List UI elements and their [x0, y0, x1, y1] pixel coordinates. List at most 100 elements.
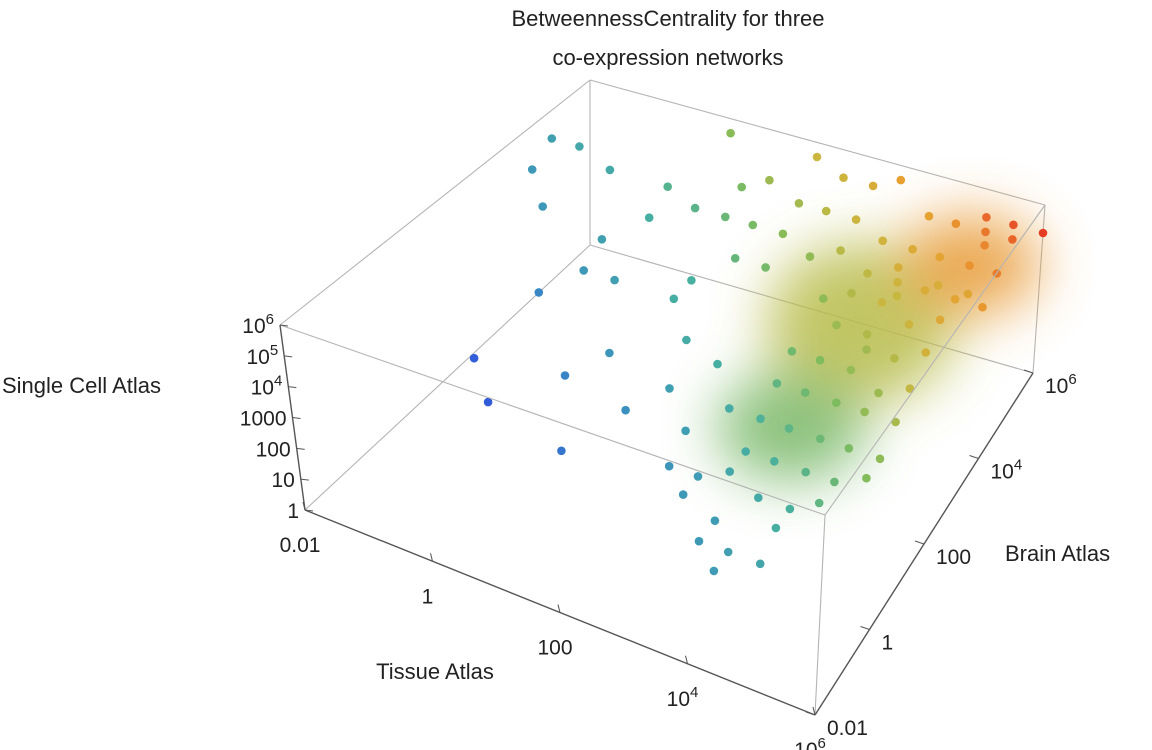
data-point: [816, 434, 825, 444]
y-axis-label: Brain Atlas: [1005, 541, 1110, 566]
data-point: [878, 236, 887, 246]
data-point: [863, 269, 872, 278]
data-point: [891, 417, 900, 427]
data-point: [805, 252, 815, 261]
z-tick: [288, 386, 297, 389]
data-point: [527, 165, 537, 174]
data-point: [892, 291, 902, 301]
data-point: [579, 266, 588, 275]
data-point: [664, 461, 674, 471]
data-point: [812, 152, 822, 162]
box-edge: [814, 514, 826, 716]
y-tick: [914, 540, 925, 545]
data-point: [894, 263, 903, 272]
data-point: [963, 289, 973, 299]
x-tick-label: 104: [667, 684, 699, 711]
data-point: [605, 348, 614, 358]
data-point: [950, 294, 960, 304]
data-point: [726, 128, 735, 138]
z-tick-label: 1: [287, 500, 299, 523]
data-point: [754, 493, 763, 503]
data-point: [800, 388, 810, 397]
data-point: [597, 235, 607, 244]
data-point: [896, 175, 906, 185]
data-point: [785, 504, 795, 514]
data-point: [765, 175, 774, 185]
data-point: [534, 288, 544, 297]
data-point: [862, 330, 872, 339]
x-tick-label: 0.01: [280, 534, 321, 557]
data-point: [644, 213, 654, 222]
data-point: [905, 384, 915, 393]
data-point: [830, 477, 839, 487]
data-point: [605, 165, 615, 175]
chart-title-line-1: BetweennessCentrality for three: [511, 6, 824, 31]
x-tick-label: 100: [537, 637, 572, 660]
z-tick: [284, 355, 293, 358]
data-point: [819, 294, 828, 303]
data-point: [682, 335, 691, 345]
data-point: [681, 426, 690, 436]
z-tick: [292, 417, 301, 419]
x-tick: [812, 706, 816, 716]
data-point: [725, 467, 734, 476]
data-point: [772, 379, 782, 388]
z-tick-label: 105: [246, 342, 278, 369]
data-point: [730, 253, 740, 263]
z-tick: [304, 509, 314, 512]
y-tick-label: 0.01: [827, 717, 868, 740]
x-tick: [302, 501, 306, 511]
z-tick-label: 100: [256, 438, 291, 461]
data-point: [933, 281, 943, 290]
x-tick: [685, 655, 688, 664]
data-point: [621, 405, 630, 415]
x-tick-label: 106: [794, 735, 826, 750]
data-point: [547, 134, 557, 143]
data-point: [560, 371, 570, 380]
axis-ticks: 11010010001041051060.0111001041060.01110…: [240, 311, 1077, 750]
z-axis-label: Single Cell Atlas: [2, 373, 161, 398]
data-point: [924, 211, 934, 221]
data-point: [784, 424, 794, 433]
data-point: [741, 447, 750, 456]
data-point: [737, 182, 746, 192]
data-point: [821, 206, 831, 216]
data-point: [1038, 228, 1048, 238]
data-point: [610, 275, 619, 285]
z-tick-label: 104: [251, 373, 283, 400]
x-tick-label: 1: [422, 585, 434, 608]
data-point: [920, 286, 930, 295]
data-point: [469, 353, 479, 363]
data-point: [690, 203, 700, 213]
x-tick: [557, 604, 561, 613]
data-point: [687, 276, 696, 285]
data-point: [847, 288, 856, 298]
data-points: [469, 128, 1048, 576]
x-axis-label: Tissue Atlas: [376, 659, 494, 684]
data-point: [935, 315, 945, 325]
data-point: [839, 173, 848, 182]
data-point: [981, 227, 990, 237]
data-point: [874, 388, 883, 398]
data-point: [665, 384, 674, 393]
data-point: [814, 498, 824, 508]
data-point: [794, 199, 804, 208]
x-tick: [430, 553, 433, 562]
data-point: [575, 142, 584, 151]
data-point: [725, 404, 734, 413]
data-point: [862, 345, 871, 354]
y-tick: [805, 711, 816, 716]
data-point: [756, 414, 765, 424]
data-point: [801, 467, 810, 477]
box-edge: [279, 324, 826, 516]
y-tick: [1023, 369, 1034, 374]
y-tick-label: 100: [936, 546, 971, 569]
data-point: [721, 212, 730, 222]
data-point: [663, 182, 672, 191]
data-point: [787, 347, 797, 356]
z-tick-label: 106: [242, 311, 274, 338]
data-point: [693, 472, 703, 481]
data-point: [893, 278, 902, 287]
data-point: [965, 261, 974, 270]
data-point: [669, 294, 679, 304]
